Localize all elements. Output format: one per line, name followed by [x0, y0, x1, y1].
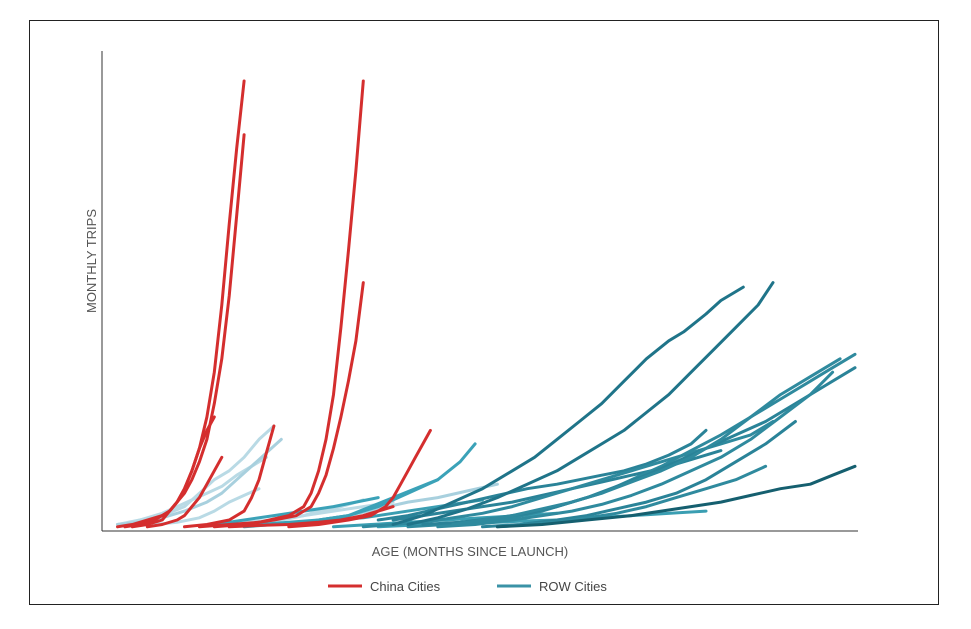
- series-line-row-dark-18: [436, 370, 835, 529]
- legend-label-china: China Cities: [370, 579, 441, 594]
- y-axis-title: MONTHLY TRIPS: [84, 209, 99, 313]
- series-line-china-26: [123, 133, 246, 529]
- legend-label-row: ROW Cities: [539, 579, 607, 594]
- x-axis-title: AGE (MONTHS SINCE LAUNCH): [372, 544, 568, 559]
- series-line-china-29: [183, 424, 276, 529]
- line-chart: AGE (MONTHS SINCE LAUNCH) MONTHLY TRIPS …: [84, 51, 858, 594]
- series-line-row-darkest-24: [495, 464, 857, 529]
- chart-frame: AGE (MONTHS SINCE LAUNCH) MONTHLY TRIPS …: [29, 20, 939, 605]
- legend-item-china: China Cities: [328, 579, 441, 594]
- series-line-row-light-3: [153, 487, 261, 526]
- legend-item-row: ROW Cities: [497, 579, 607, 594]
- series-line-china-31: [212, 281, 365, 529]
- series-line-china-33: [227, 505, 395, 529]
- series-line-row-light-1: [116, 424, 276, 526]
- series-line-row-dark-20: [406, 281, 775, 526]
- series-line-china-27: [130, 415, 216, 529]
- legend: China Cities ROW Cities: [328, 579, 607, 594]
- series-line-china-28: [145, 455, 224, 529]
- series-line-row-dark-21: [451, 357, 842, 526]
- series-layer: [116, 79, 857, 529]
- series-line-row-dark-14: [376, 428, 708, 522]
- series-line-row-dark-22: [481, 420, 797, 529]
- series-line-china-25: [116, 79, 246, 529]
- series-line-row-dark-19: [391, 285, 745, 526]
- series-line-china-30: [197, 79, 365, 529]
- series-line-row-dark-16: [406, 352, 857, 529]
